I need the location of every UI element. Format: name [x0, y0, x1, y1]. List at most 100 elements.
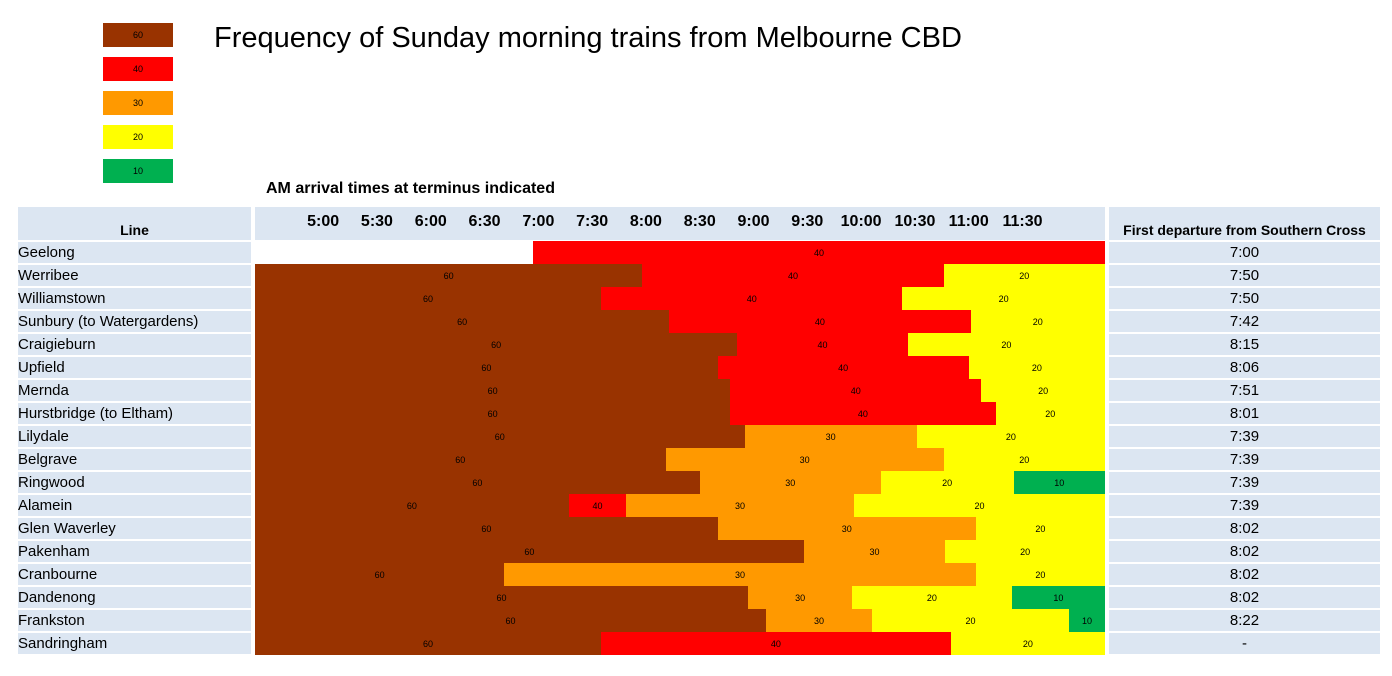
segment-frequency-label: 10 — [1054, 478, 1065, 488]
segment-frequency-label: 30 — [795, 593, 806, 603]
time-tick: 7:00 — [522, 213, 555, 230]
segment-frequency-label: 40 — [817, 340, 828, 350]
frequency-segment — [970, 310, 1105, 333]
frequency-segment — [916, 425, 1105, 448]
frequency-segment — [975, 517, 1105, 540]
line-name: Sandringham — [18, 633, 251, 654]
time-tick: 10:30 — [894, 213, 936, 230]
segment-frequency-label: 10 — [1082, 616, 1093, 626]
frequency-segment — [1069, 609, 1105, 632]
first-departure: 7:50 — [1109, 265, 1380, 286]
segment-frequency-label: 40 — [787, 271, 798, 281]
frequency-segment — [744, 425, 917, 448]
time-tick: 9:00 — [737, 213, 770, 230]
frequency-segment — [880, 471, 1014, 494]
frequency-segment — [601, 632, 951, 655]
first-departure: 7:51 — [1109, 380, 1380, 401]
time-tick: 11:00 — [948, 213, 989, 230]
frequency-segment — [255, 379, 731, 402]
segment-frequency-label: 30 — [799, 455, 810, 465]
legend-item-40: 40 — [103, 57, 173, 81]
time-tick: 5:30 — [360, 213, 393, 230]
line-name: Geelong — [18, 242, 251, 263]
frequency-segment — [626, 494, 854, 517]
frequency-segment — [730, 379, 982, 402]
legend-item-10: 10 — [103, 159, 173, 183]
frequency-segment — [766, 609, 872, 632]
segment-frequency-label: 30 — [869, 547, 880, 557]
frequency-segment — [968, 356, 1105, 379]
line-name: Upfield — [18, 357, 251, 378]
time-tick: 8:00 — [629, 213, 662, 230]
frequency-segment — [717, 356, 969, 379]
segment-frequency-label: 30 — [813, 616, 824, 626]
frequency-segment — [975, 563, 1105, 586]
first-departure-column-header: First departure from Southern Cross — [1109, 207, 1380, 240]
segment-frequency-label: 40 — [857, 409, 868, 419]
segment-frequency-label: 60 — [505, 616, 516, 626]
segment-frequency-label: 20 — [1022, 639, 1033, 649]
frequency-segment — [255, 563, 505, 586]
first-departure: - — [1109, 633, 1380, 654]
frequency-segment — [730, 402, 996, 425]
segment-frequency-label: 30 — [785, 478, 796, 488]
segment-frequency-label: 60 — [491, 340, 502, 350]
segment-frequency-label: 20 — [1035, 570, 1046, 580]
first-departure: 8:22 — [1109, 610, 1380, 631]
segment-frequency-label: 20 — [1020, 547, 1031, 557]
segment-frequency-label: 60 — [472, 478, 483, 488]
frequency-segment — [601, 287, 903, 310]
time-tick: 11:30 — [1002, 213, 1043, 230]
time-tick: 7:30 — [576, 213, 609, 230]
line-name: Mernda — [18, 380, 251, 401]
segment-frequency-label: 20 — [1038, 386, 1049, 396]
first-departure: 7:39 — [1109, 472, 1380, 493]
segment-frequency-label: 60 — [374, 570, 385, 580]
segment-frequency-label: 40 — [770, 639, 781, 649]
line-name: Sunbury (to Watergardens) — [18, 311, 251, 332]
frequency-segment — [504, 563, 976, 586]
segment-frequency-label: 60 — [487, 386, 498, 396]
frequency-segment — [255, 494, 569, 517]
line-name: Craigieburn — [18, 334, 251, 355]
segment-frequency-label: 40 — [838, 363, 849, 373]
first-departure: 8:15 — [1109, 334, 1380, 355]
time-tick: 8:30 — [683, 213, 716, 230]
time-tick: 6:30 — [468, 213, 501, 230]
line-name: Hurstbridge (to Eltham) — [18, 403, 251, 424]
line-column-header: Line — [18, 207, 251, 240]
segment-frequency-label: 60 — [481, 524, 492, 534]
frequency-segment — [852, 586, 1012, 609]
segment-frequency-label: 30 — [825, 432, 836, 442]
frequency-segment — [255, 310, 670, 333]
frequency-segment — [950, 632, 1105, 655]
line-name: Belgrave — [18, 449, 251, 470]
frequency-segment — [902, 287, 1105, 310]
frequency-segment — [737, 333, 908, 356]
segment-frequency-label: 30 — [735, 501, 746, 511]
segment-frequency-label: 60 — [457, 317, 468, 327]
frequency-segment — [717, 517, 976, 540]
frequency-segment — [1011, 586, 1105, 609]
segment-frequency-label: 60 — [406, 501, 417, 511]
segment-frequency-label: 30 — [841, 524, 852, 534]
frequency-segment — [699, 471, 881, 494]
first-departure: 7:39 — [1109, 426, 1380, 447]
segment-frequency-label: 40 — [814, 317, 825, 327]
segment-frequency-label: 20 — [926, 593, 937, 603]
line-name: Ringwood — [18, 472, 251, 493]
segment-frequency-label: 20 — [1045, 409, 1056, 419]
segment-frequency-label: 20 — [1019, 271, 1030, 281]
segment-frequency-label: 30 — [735, 570, 746, 580]
frequency-segment — [255, 287, 602, 310]
line-name: Werribee — [18, 265, 251, 286]
segment-frequency-label: 60 — [443, 271, 454, 281]
frequency-segment — [255, 448, 666, 471]
legend-item-20: 20 — [103, 125, 173, 149]
first-departure: 7:42 — [1109, 311, 1380, 332]
time-axis-header — [255, 207, 1105, 240]
frequency-segment — [943, 264, 1105, 287]
line-name: Cranbourne — [18, 564, 251, 585]
frequency-segment — [255, 517, 718, 540]
chart-title: Frequency of Sunday morning trains from … — [214, 22, 962, 54]
